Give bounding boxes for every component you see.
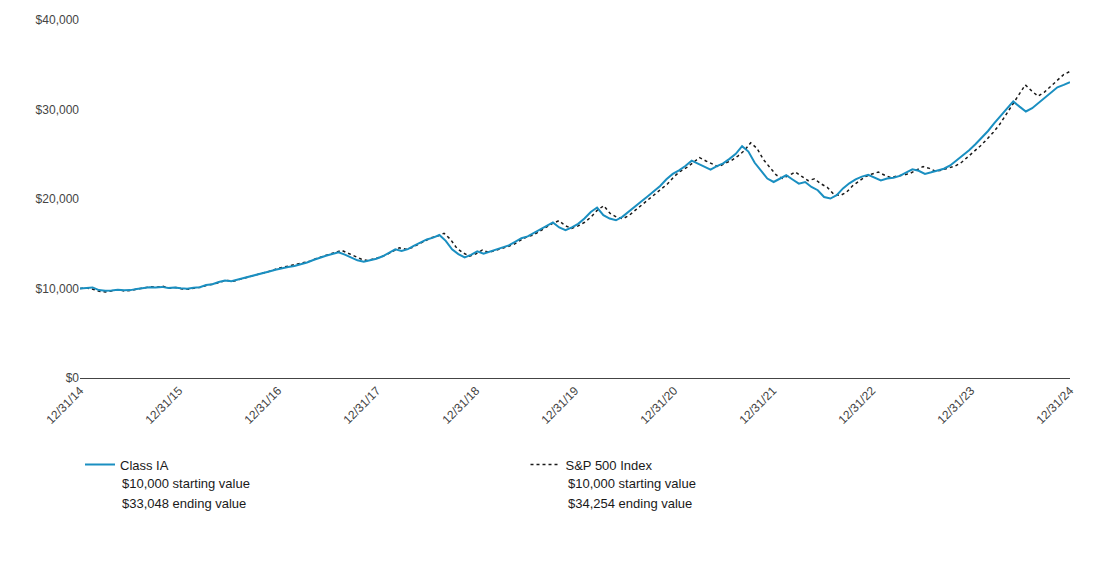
svg-text:12/31/14: 12/31/14: [43, 384, 86, 427]
svg-text:12/31/24: 12/31/24: [1033, 384, 1076, 427]
svg-text:$30,000: $30,000: [36, 103, 80, 117]
svg-text:12/31/15: 12/31/15: [142, 384, 185, 427]
svg-text:Class IA: Class IA: [120, 458, 169, 473]
svg-text:$10,000: $10,000: [36, 282, 80, 296]
svg-text:12/31/23: 12/31/23: [934, 384, 977, 427]
svg-text:$40,000: $40,000: [36, 13, 80, 27]
svg-text:12/31/18: 12/31/18: [439, 384, 482, 427]
svg-text:12/31/22: 12/31/22: [835, 384, 878, 427]
svg-text:12/31/21: 12/31/21: [736, 384, 779, 427]
svg-text:$33,048 ending value: $33,048 ending value: [122, 496, 246, 511]
svg-text:12/31/19: 12/31/19: [538, 384, 581, 427]
svg-text:12/31/16: 12/31/16: [241, 384, 284, 427]
svg-text:S&P 500 Index: S&P 500 Index: [566, 458, 653, 473]
svg-text:$0: $0: [66, 371, 80, 385]
svg-text:12/31/20: 12/31/20: [637, 384, 680, 427]
svg-text:$34,254 ending value: $34,254 ending value: [568, 496, 692, 511]
svg-text:$10,000 starting value: $10,000 starting value: [122, 476, 250, 491]
svg-text:12/31/17: 12/31/17: [340, 384, 383, 427]
svg-text:$20,000: $20,000: [36, 192, 80, 206]
svg-text:$10,000 starting value: $10,000 starting value: [568, 476, 696, 491]
